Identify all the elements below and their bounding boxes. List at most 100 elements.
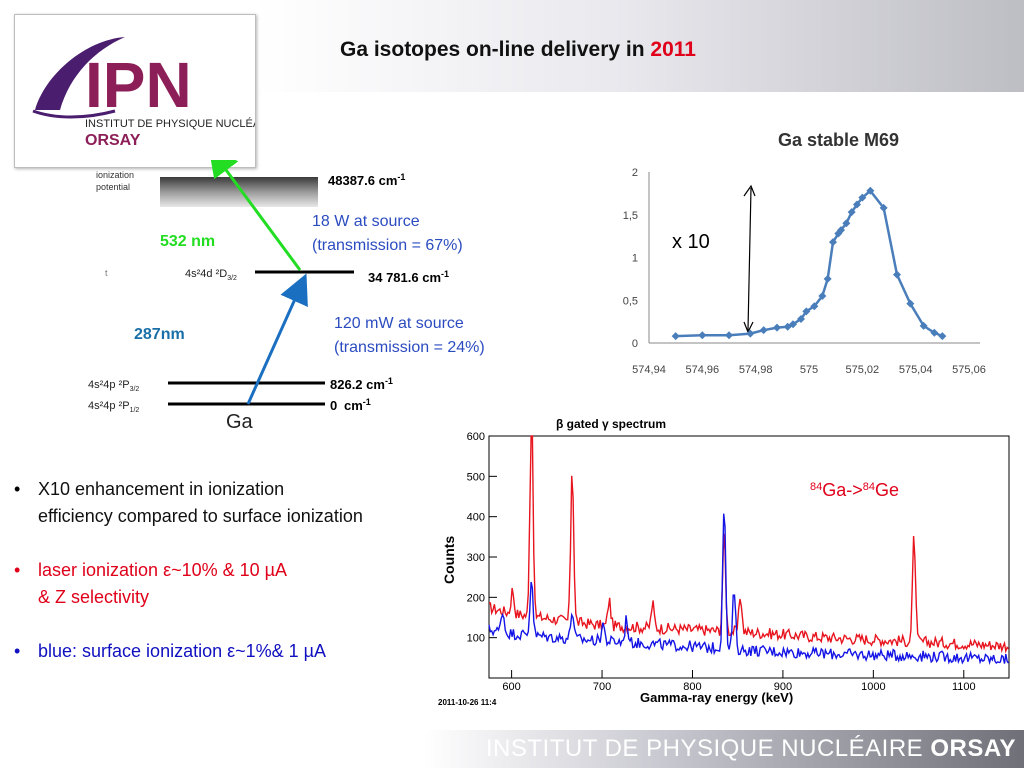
ip-energy: 48387.6 cm-1 (328, 172, 405, 188)
m69-data-point (879, 203, 888, 212)
step2-wavelength: 532 nm (160, 233, 215, 250)
spectrum-title: β gated γ spectrum (556, 417, 666, 431)
spectrum-xtick-label: 800 (683, 681, 701, 693)
ip-label-1: ionization (96, 170, 134, 180)
spectrum-frame (488, 435, 1010, 679)
bullet-3-line1: blue: surface ionization ε~1%& 1 µA (38, 641, 327, 661)
m69-ytick-label: 1,5 (623, 210, 638, 222)
m69-data-point (797, 315, 805, 324)
title-year: 2011 (650, 38, 696, 61)
logo-orbit (32, 109, 116, 119)
m69-xtick-label: 575,02 (846, 364, 880, 376)
title-text: Ga isotopes on-line delivery in (340, 38, 651, 61)
logo-letters: IPN (85, 49, 192, 121)
spectrum-ytick-label: 500 (467, 471, 485, 483)
m69-xtick-label: 574,94 (632, 364, 666, 376)
m69-title: Ga stable M69 (778, 130, 899, 150)
bullet-dot: • (14, 641, 21, 661)
spectrum-xtick-label: 1000 (861, 681, 885, 693)
m69-data-point (746, 329, 755, 338)
logo-line2: ORSAY (85, 132, 141, 149)
x10-annotation: x 10 (672, 231, 710, 253)
blue-power-line2: (transmission = 24%) (334, 339, 485, 356)
m69-data-point (725, 331, 733, 340)
m69-xtick-label: 575,06 (952, 364, 986, 376)
m69-xtick-label: 575 (800, 364, 818, 376)
green-power-line2: (transmission = 67%) (312, 237, 463, 254)
spectrum-ytick-label: 100 (467, 633, 485, 645)
m69-data-point (893, 270, 901, 279)
spectrum-ytick-label: 200 (467, 592, 485, 604)
footer-bar: INSTITUT DE PHYSIQUE NUCLÉAIRE ORSAY (424, 730, 1024, 768)
spectrum-series-blue (488, 513, 1010, 666)
m69-data-point (866, 186, 875, 195)
spectrum-series-red (489, 435, 1009, 654)
spectrum-xtick-label: 900 (774, 681, 792, 693)
step1-arrow (246, 273, 308, 405)
ionization-continuum (160, 177, 318, 207)
x10-arrow-head-top (743, 184, 756, 197)
spectrum-ytick-label: 400 (467, 512, 485, 524)
spectrum-xtick-label: 1100 (952, 681, 976, 693)
bullet-item-3: • blue: surface ionization ε~1%& 1 µA (14, 638, 454, 665)
m69-data-point (919, 321, 928, 330)
m69-xtick-label: 574,98 (739, 364, 773, 376)
bullet-item-2: • laser ionization ε~10% & 10 µA & Z sel… (14, 557, 454, 611)
level-p32-label: 4s²4p ²P3/2 (88, 379, 139, 393)
m69-data-point (818, 291, 827, 300)
m69-data-point (671, 332, 680, 341)
spectrum-chart: β gated γ spectrum Counts Gamma-ray ener… (430, 410, 1020, 710)
level-4d-label: 4s²4d ²D3/2 (185, 268, 237, 282)
m69-data-point (837, 226, 845, 235)
m69-data-point (938, 332, 947, 341)
m69-series-line (675, 189, 943, 338)
m69-xtick-label: 574,96 (686, 364, 720, 376)
m69-data-point (847, 208, 856, 217)
m69-data-point (858, 193, 867, 202)
m69-chart: Ga stable M69 0 0,5 1 1,5 2 574,94 574,96 574,… (623, 130, 986, 376)
footer-institute: INSTITUT DE PHYSIQUE NUCLÉAIRE (485, 735, 931, 762)
m69-ytick-label: 2 (632, 167, 638, 179)
spectrum-xlabel: Gamma-ray energy (keV) (640, 690, 793, 705)
m69-data-point (829, 238, 837, 247)
m69-data-point (773, 323, 781, 332)
bullet-1-line1: X10 enhancement in ionization (38, 479, 285, 499)
spectrum-ytick-label: 600 (467, 431, 485, 443)
m69-data-point (823, 274, 832, 283)
level-4d-energy: 34 781.6 cm-1 (368, 269, 449, 285)
m69-data-point (759, 326, 768, 335)
slide-title: Ga isotopes on-line delivery in 2011 (340, 38, 900, 62)
bullet-dot: • (14, 479, 21, 499)
bullet-2-line1: laser ionization ε~10% & 10 µA (38, 560, 288, 580)
spectrum-ytick-label: 300 (467, 552, 485, 564)
logo-swoosh (35, 37, 125, 110)
step1-wavelength: 287nm (134, 326, 185, 343)
step2-arrow (208, 160, 302, 271)
m69-ytick-label: 1 (632, 253, 638, 265)
spectrum-timestamp: 2011-10-26 11:4 (438, 698, 497, 707)
footer-orsay: ORSAY (930, 735, 1016, 762)
m69-data-point (810, 302, 819, 311)
level-p12-energy-unit: cm-1 (344, 397, 371, 413)
ipn-logo: IPN INSTITUT DE PHYSIQUE NUCLÉAIRE ORSAY (14, 14, 279, 168)
footer-text: INSTITUT DE PHYSIQUE NUCLÉAIRE ORSAY (486, 735, 1016, 763)
green-power-line1: 18 W at source (312, 213, 420, 230)
m69-ytick-label: 0 (632, 338, 638, 350)
ip-label-2: potential (96, 182, 130, 192)
m69-data-point (930, 328, 939, 337)
m69-data-point (842, 219, 851, 228)
blue-power-line1: 120 mW at source (334, 315, 464, 332)
x10-arrow-line (747, 187, 752, 331)
spectrum-annotation: 84Ga->84Ge (810, 480, 899, 500)
bullet-2-line2: & Z selectivity (38, 587, 150, 607)
m69-xtick-label: 575,04 (899, 364, 933, 376)
bullet-dot: • (14, 560, 21, 580)
level-p12-energy-value: 0 (330, 398, 337, 413)
bullet-list: • X10 enhancement in ionization efficien… (14, 476, 454, 692)
bullet-1-line2: efficiency compared to surface ionizatio… (38, 506, 363, 526)
ipn-logo-mark: IPN INSTITUT DE PHYSIQUE NUCLÉAIRE ORSAY (32, 37, 279, 149)
m69-data-point (789, 320, 797, 329)
m69-data-point (906, 299, 915, 308)
spectrum-ylabel: Counts (441, 536, 457, 584)
spectrum-xtick-label: 700 (593, 681, 611, 693)
